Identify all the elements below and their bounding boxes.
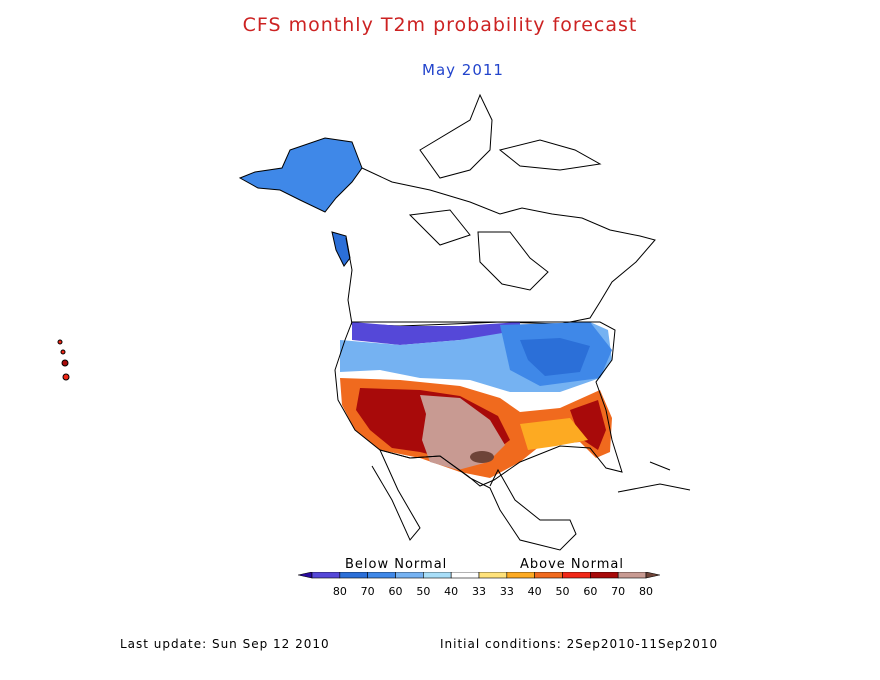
colorbar-tick-label: 40 xyxy=(528,585,542,598)
colorbar-tick-label: 50 xyxy=(416,585,430,598)
colorbar-tick-label: 60 xyxy=(583,585,597,598)
colorbar-segment xyxy=(534,572,563,579)
colorbar-tick-label: 80 xyxy=(333,585,347,598)
initial-conditions: Initial conditions: 2Sep2010-11Sep2010 xyxy=(440,637,719,651)
colorbar-arrow-right xyxy=(645,572,660,579)
colorbar-arrow-left xyxy=(298,572,313,579)
colorbar-tick-label: 40 xyxy=(444,585,458,598)
colorbar-segment xyxy=(590,572,619,579)
legend-below-normal: Below Normal xyxy=(345,557,448,572)
last-update: Last update: Sun Sep 12 2010 xyxy=(120,637,330,651)
colorbar-segment xyxy=(478,572,508,579)
us-southeast-darkred xyxy=(570,400,606,450)
us-outline xyxy=(334,321,623,487)
arctic-islands xyxy=(408,93,602,246)
hawaii-islands xyxy=(57,339,70,381)
us-northeast-dark xyxy=(520,338,590,376)
colorbar-segment xyxy=(367,572,396,579)
alaska-panhandle xyxy=(331,231,351,267)
us-gulf-orange xyxy=(520,418,588,450)
colorbar-tick-label: 60 xyxy=(389,585,403,598)
canada-outline xyxy=(345,167,656,327)
colorbar-segment xyxy=(339,572,368,579)
colorbar-segment xyxy=(506,572,535,579)
legend-above-normal: Above Normal xyxy=(520,557,624,572)
colorbar-tick-label: 80 xyxy=(639,585,653,598)
colorbar-segment xyxy=(617,572,647,579)
us-texas-darkbrown xyxy=(470,451,494,463)
chart-title: CFS monthly T2m probability forecast xyxy=(242,14,638,36)
colorbar-tick-label: 33 xyxy=(500,585,514,598)
colorbar-tick-label: 70 xyxy=(361,585,375,598)
colorbar: 80 70 60 50 40 33 33 40 50 60 70 80 xyxy=(298,572,660,598)
probability-map xyxy=(57,93,691,551)
colorbar-segment xyxy=(450,572,480,579)
alaska-region xyxy=(238,137,363,213)
colorbar-segment xyxy=(311,572,341,579)
colorbar-tick-label: 50 xyxy=(556,585,570,598)
colorbar-segment xyxy=(423,572,452,579)
colorbar-tick-label: 70 xyxy=(611,585,625,598)
hudson-bay xyxy=(477,231,549,291)
colorbar-segment xyxy=(395,572,424,579)
mexico-outline xyxy=(371,449,577,551)
colorbar-tick-label: 33 xyxy=(472,585,486,598)
chart-subtitle: May 2011 xyxy=(422,61,504,79)
caribbean-islands xyxy=(617,461,691,493)
us-north-dark xyxy=(352,322,520,345)
colorbar-segment xyxy=(562,572,591,579)
